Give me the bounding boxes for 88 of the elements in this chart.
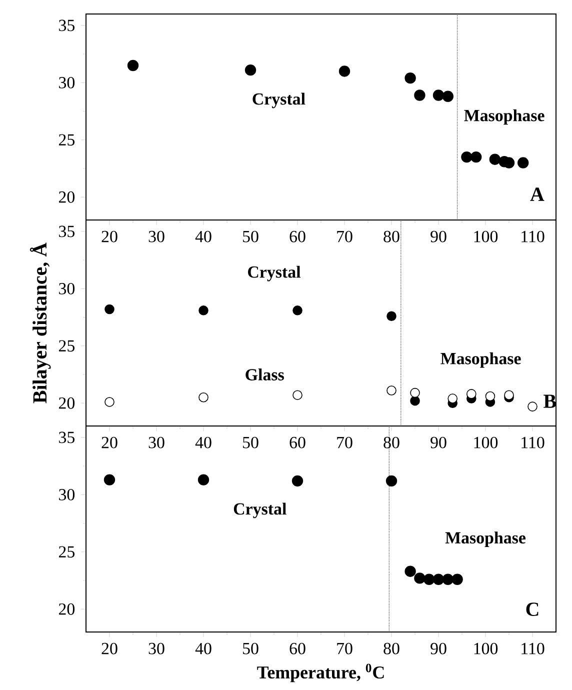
y-tick-label: 30 <box>59 488 75 500</box>
y-tick-label: 20 <box>58 191 75 203</box>
x-tick-label: 50 <box>243 230 258 242</box>
point <box>198 474 210 486</box>
x-tick-label: 20 <box>102 436 118 448</box>
point <box>404 566 416 577</box>
point <box>414 572 426 584</box>
point <box>448 394 458 404</box>
annotation: Glass <box>246 368 284 380</box>
y-tick-label: 30 <box>59 282 75 294</box>
x-tick-label: 20 <box>102 642 118 654</box>
y-tick-label: 20 <box>58 397 75 409</box>
x-tick-label: 60 <box>290 230 306 242</box>
point <box>386 311 396 322</box>
y-tick-label: 35 <box>59 20 74 32</box>
point <box>104 304 114 314</box>
point <box>104 474 116 486</box>
annotation: Crystal <box>234 502 286 518</box>
point <box>485 391 496 402</box>
point <box>338 66 350 77</box>
x-axis-title: Temperature, $^{0}$C <box>257 664 384 682</box>
point <box>528 402 538 412</box>
point <box>432 574 444 585</box>
x-tick-label: 60 <box>290 642 306 654</box>
annotation: Crystal <box>252 92 306 108</box>
point <box>292 306 302 316</box>
y-tick-label: 30 <box>59 76 75 88</box>
x-tick-label: 40 <box>195 230 212 242</box>
annotation: Masophase <box>445 532 526 547</box>
x-tick-label: 100 <box>474 436 498 448</box>
annotation: Masophase <box>440 352 521 368</box>
point <box>470 151 482 163</box>
point <box>104 397 114 407</box>
annotation: Crystal <box>248 266 301 282</box>
point <box>198 306 208 316</box>
x-tick-label: 40 <box>195 436 212 448</box>
annotation: C <box>526 602 538 616</box>
x-tick-label: 30 <box>148 230 164 242</box>
x-tick-label: 70 <box>337 230 352 242</box>
point <box>442 90 454 102</box>
x-tick-label: 100 <box>474 642 498 654</box>
point <box>518 157 529 168</box>
x-tick-label: 80 <box>384 230 400 242</box>
point <box>386 386 396 396</box>
x-tick-label: 110 <box>522 642 544 654</box>
point <box>452 574 463 585</box>
x-tick-label: 110 <box>522 436 544 448</box>
x-tick-label: 110 <box>522 230 544 242</box>
point <box>292 475 304 487</box>
x-tick-label: 30 <box>148 642 164 654</box>
y-tick-label: 20 <box>58 603 75 615</box>
point <box>404 72 416 84</box>
point <box>198 392 208 402</box>
point <box>461 151 472 163</box>
x-tick-label: 90 <box>430 642 446 654</box>
y-axis-title: Bilayer distance, Å <box>30 242 51 404</box>
annotation: A <box>530 188 544 201</box>
point <box>442 574 454 585</box>
point <box>432 90 444 101</box>
x-tick-label: 70 <box>337 436 352 448</box>
point <box>424 574 435 585</box>
x-tick-label: 90 <box>430 230 446 242</box>
point <box>504 390 514 400</box>
x-tick-label: 80 <box>384 642 400 654</box>
x-tick-label: 100 <box>474 230 498 242</box>
annotation: Masophase <box>464 109 544 125</box>
point <box>414 90 426 101</box>
annotation: B <box>544 394 556 408</box>
x-tick-label: 80 <box>384 436 400 448</box>
point <box>410 396 420 406</box>
y-tick-label: 25 <box>58 134 74 146</box>
point <box>386 475 398 487</box>
point <box>466 389 476 399</box>
point <box>489 154 501 165</box>
y-tick-label: 35 <box>59 226 74 238</box>
y-tick-label: 25 <box>58 546 74 558</box>
x-tick-label: 90 <box>430 436 446 448</box>
point <box>127 60 139 72</box>
y-tick-label: 35 <box>59 432 74 444</box>
x-tick-label: 70 <box>337 642 352 654</box>
x-tick-label: 40 <box>195 642 212 654</box>
x-tick-label: 50 <box>243 642 258 654</box>
x-tick-label: 50 <box>243 436 258 448</box>
y-tick-label: 25 <box>58 340 74 352</box>
x-tick-label: 30 <box>148 436 164 448</box>
x-tick-label: 20 <box>102 230 118 242</box>
point <box>244 64 256 76</box>
x-tick-label: 60 <box>290 436 306 448</box>
